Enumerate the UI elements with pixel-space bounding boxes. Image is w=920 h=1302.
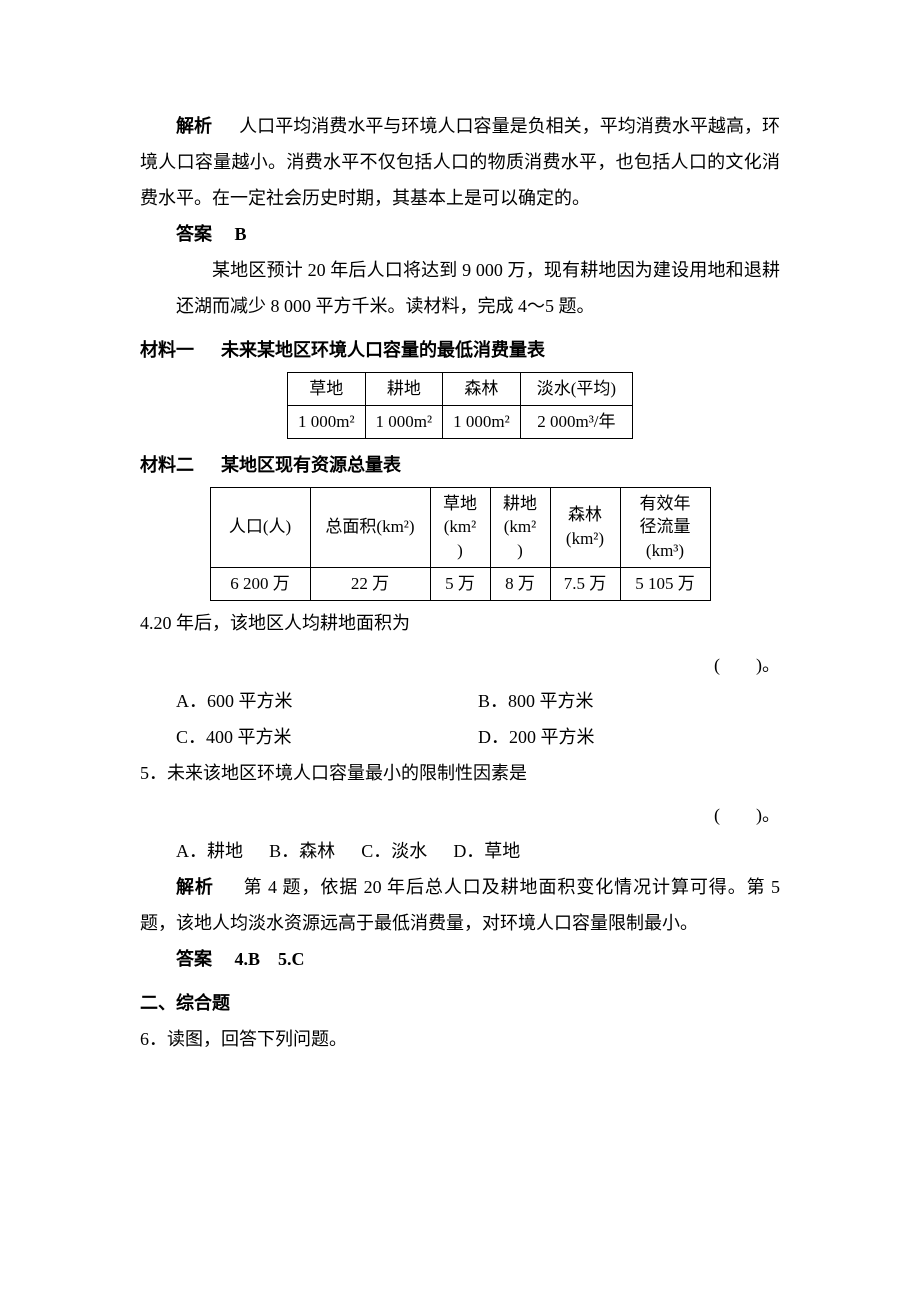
m2-r2: 5 万 [430,567,490,600]
q5-options: A．耕地 B．森林 C．淡水 D．草地 [176,833,780,869]
q4-options: A．600 平方米 B．800 平方米 C．400 平方米 D．200 平方米 [176,683,780,755]
q5-opt-b: B．森林 [269,841,335,861]
answer-1-label: 答案 [176,224,212,244]
m2-r1: 22 万 [310,567,430,600]
analysis-2-label: 解析 [176,877,214,897]
material-2-caption: 某地区现有资源总量表 [221,455,401,475]
q4-paren: ( )。 [140,647,780,683]
m2-h1: 总面积(km²) [310,487,430,567]
m2-r3: 8 万 [490,567,550,600]
m2-h3: 耕地(km²) [490,487,550,567]
q5-opt-d: D．草地 [453,841,520,861]
m2-r0: 6 200 万 [210,567,310,600]
q4-opt-d: D．200 平方米 [478,719,780,755]
m1-h1: 耕地 [365,373,443,406]
q5-opt-a: A．耕地 [176,841,243,861]
table-row: 人口(人) 总面积(km²) 草地(km²) 耕地(km²) 森林(km²) 有… [210,487,710,567]
q4-opt-c: C．400 平方米 [176,719,478,755]
q4-opt-b: B．800 平方米 [478,683,780,719]
material-1-caption: 未来某地区环境人口容量的最低消费量表 [221,340,545,360]
analysis-2: 解析 第 4 题，依据 20 年后总人口及耕地面积变化情况计算可得。第 5 题，… [140,869,780,941]
m2-r5: 5 105 万 [620,567,710,600]
intro-paragraph: 某地区预计 20 年后人口将达到 9 000 万，现有耕地因为建设用地和退耕还湖… [140,252,780,324]
answer-2-label: 答案 [176,949,212,969]
q6-stem: 6．读图，回答下列问题。 [140,1021,780,1057]
m1-h2: 森林 [443,373,521,406]
material-2-caption-row: 材料二 某地区现有资源总量表 [140,447,780,483]
m2-h4: 森林(km²) [550,487,620,567]
material-2-label: 材料二 [140,455,194,475]
m1-r3: 2 000m³/年 [520,405,632,438]
m2-h0: 人口(人) [210,487,310,567]
answer-2: 答案 4.B 5.C [140,941,780,977]
m2-h5: 有效年径流量(km³) [620,487,710,567]
q5-stem: 5．未来该地区环境人口容量最小的限制性因素是 [140,755,780,791]
m1-r2: 1 000m² [443,405,521,438]
table-row: 1 000m² 1 000m² 1 000m² 2 000m³/年 [287,405,632,438]
material-2-table: 人口(人) 总面积(km²) 草地(km²) 耕地(km²) 森林(km²) 有… [210,487,711,601]
m2-h2: 草地(km²) [430,487,490,567]
analysis-1: 解析 人口平均消费水平与环境人口容量是负相关，平均消费水平越高，环境人口容量越小… [140,108,780,216]
material-1-label: 材料一 [140,340,194,360]
answer-1-value: B [235,224,247,244]
m1-h3: 淡水(平均) [520,373,632,406]
table-row: 6 200 万 22 万 5 万 8 万 7.5 万 5 105 万 [210,567,710,600]
intro-text: 某地区预计 20 年后人口将达到 9 000 万，现有耕地因为建设用地和退耕还湖… [176,260,780,316]
q4-opt-a: A．600 平方米 [176,683,478,719]
m1-r1: 1 000m² [365,405,443,438]
section-2-title: 二、综合题 [140,985,780,1021]
table-row: 草地 耕地 森林 淡水(平均) [287,373,632,406]
q5-opt-c: C．淡水 [361,841,427,861]
m1-r0: 1 000m² [287,405,365,438]
q4-stem: 4.20 年后，该地区人均耕地面积为 [140,605,780,641]
m1-h0: 草地 [287,373,365,406]
analysis-1-text: 人口平均消费水平与环境人口容量是负相关，平均消费水平越高，环境人口容量越小。消费… [140,116,780,208]
m2-r4: 7.5 万 [550,567,620,600]
analysis-1-label: 解析 [176,116,212,136]
answer-2-value: 4.B 5.C [235,949,305,969]
material-1-table: 草地 耕地 森林 淡水(平均) 1 000m² 1 000m² 1 000m² … [287,372,633,439]
answer-1: 答案 B [140,216,780,252]
material-1-caption-row: 材料一 未来某地区环境人口容量的最低消费量表 [140,332,780,368]
q5-paren: ( )。 [140,797,780,833]
